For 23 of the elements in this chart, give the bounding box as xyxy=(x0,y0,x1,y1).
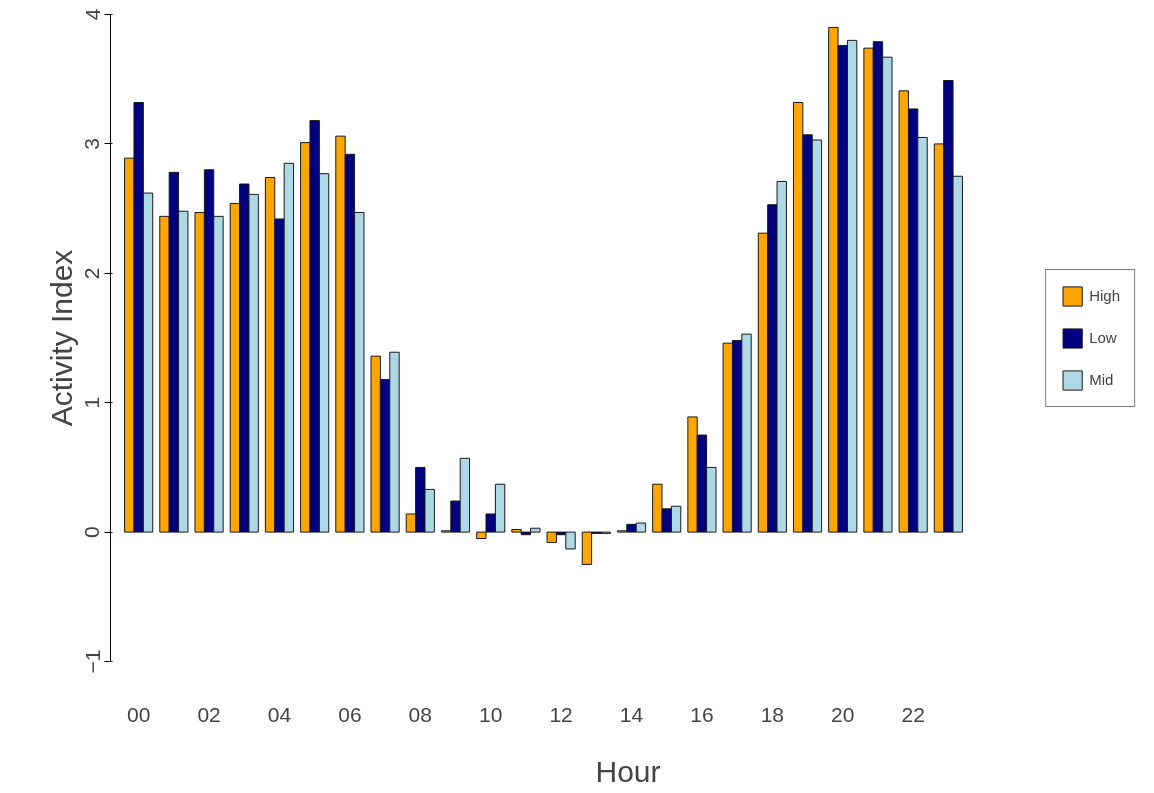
y-tick-label: 1 xyxy=(80,396,104,409)
x-tick-label: 12 xyxy=(549,702,573,726)
x-tick-label: 10 xyxy=(479,702,503,726)
x-tick-label: 22 xyxy=(901,702,925,726)
legend-label: High xyxy=(1089,287,1120,304)
legend-label: Low xyxy=(1089,329,1117,346)
x-tick-label: 14 xyxy=(619,702,644,726)
y-tick-label: 0 xyxy=(80,526,104,538)
y-tick-label: 4 xyxy=(80,8,104,21)
y-tick-label: 3 xyxy=(80,138,104,150)
legend-label: Mid xyxy=(1089,371,1114,388)
x-tick-label: 00 xyxy=(126,702,151,726)
y-axis-title: Activity Index xyxy=(44,249,78,427)
x-tick-label: 04 xyxy=(267,702,292,726)
x-tick-label: 18 xyxy=(760,702,785,726)
x-tick-label: 08 xyxy=(408,702,432,726)
x-tick-label: 06 xyxy=(338,702,362,726)
x-tick-label: 02 xyxy=(197,702,221,726)
y-tick-label: −1 xyxy=(80,649,104,674)
x-tick-label: 16 xyxy=(690,702,714,726)
x-axis-title: Hour xyxy=(595,754,661,788)
x-tick-label: 20 xyxy=(831,702,855,726)
y-tick-label: 2 xyxy=(80,267,104,280)
